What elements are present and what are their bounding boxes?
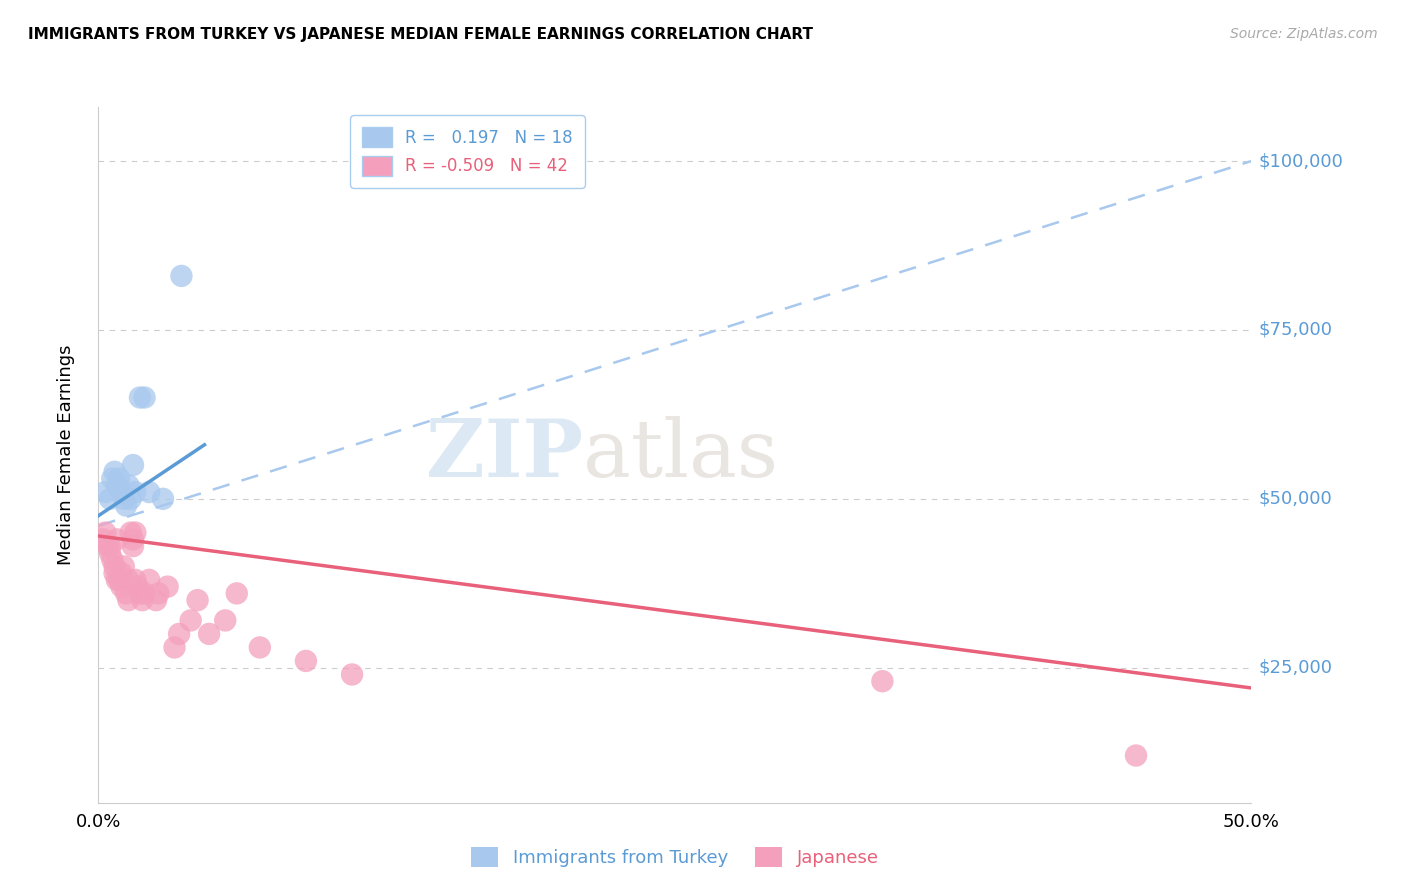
Point xyxy=(134,391,156,405)
Point xyxy=(214,614,236,628)
Point xyxy=(108,573,131,587)
Point xyxy=(152,491,174,506)
Point xyxy=(94,525,117,540)
Point xyxy=(170,268,193,283)
Point xyxy=(120,491,142,506)
Point xyxy=(198,627,221,641)
Point xyxy=(115,586,138,600)
Point xyxy=(163,640,186,655)
Point xyxy=(249,640,271,655)
Point xyxy=(167,627,190,641)
Point xyxy=(101,472,124,486)
Point xyxy=(110,566,132,581)
Y-axis label: Median Female Earnings: Median Female Earnings xyxy=(56,344,75,566)
Point xyxy=(1125,748,1147,763)
Point xyxy=(134,586,156,600)
Point xyxy=(872,674,894,689)
Point xyxy=(122,533,145,547)
Point xyxy=(122,539,145,553)
Point xyxy=(120,525,142,540)
Point xyxy=(98,546,121,560)
Point xyxy=(127,580,149,594)
Point xyxy=(103,465,125,479)
Point xyxy=(145,593,167,607)
Point xyxy=(131,593,153,607)
Point xyxy=(105,478,128,492)
Point xyxy=(94,485,117,500)
Point xyxy=(340,667,363,681)
Point xyxy=(101,552,124,566)
Point xyxy=(295,654,318,668)
Text: IMMIGRANTS FROM TURKEY VS JAPANESE MEDIAN FEMALE EARNINGS CORRELATION CHART: IMMIGRANTS FROM TURKEY VS JAPANESE MEDIA… xyxy=(28,27,813,42)
Point xyxy=(124,573,146,587)
Point xyxy=(129,391,152,405)
Point xyxy=(103,559,125,574)
Point xyxy=(138,573,160,587)
Point xyxy=(105,573,128,587)
Text: atlas: atlas xyxy=(582,416,778,494)
Point xyxy=(122,458,145,472)
Point xyxy=(117,478,139,492)
Point xyxy=(117,593,139,607)
Point xyxy=(98,491,121,506)
Text: $100,000: $100,000 xyxy=(1258,152,1343,170)
Point xyxy=(115,499,138,513)
Point xyxy=(138,485,160,500)
Point xyxy=(129,586,152,600)
Point xyxy=(117,573,139,587)
Point xyxy=(103,566,125,581)
Point xyxy=(108,472,131,486)
Point xyxy=(180,614,202,628)
Point xyxy=(156,580,179,594)
Point xyxy=(110,485,132,500)
Legend: Immigrants from Turkey, Japanese: Immigrants from Turkey, Japanese xyxy=(464,839,886,874)
Point xyxy=(91,533,114,547)
Point xyxy=(148,586,170,600)
Point xyxy=(98,539,121,553)
Text: ZIP: ZIP xyxy=(426,416,582,494)
Point xyxy=(110,580,132,594)
Point xyxy=(112,559,135,574)
Point xyxy=(105,533,128,547)
Point xyxy=(124,525,146,540)
Text: $75,000: $75,000 xyxy=(1258,321,1333,339)
Text: $50,000: $50,000 xyxy=(1258,490,1331,508)
Legend: R =   0.197   N = 18, R = -0.509   N = 42: R = 0.197 N = 18, R = -0.509 N = 42 xyxy=(350,115,585,187)
Point xyxy=(112,491,135,506)
Point xyxy=(187,593,209,607)
Point xyxy=(225,586,247,600)
Point xyxy=(124,485,146,500)
Text: $25,000: $25,000 xyxy=(1258,658,1333,677)
Point xyxy=(97,539,120,553)
Text: Source: ZipAtlas.com: Source: ZipAtlas.com xyxy=(1230,27,1378,41)
